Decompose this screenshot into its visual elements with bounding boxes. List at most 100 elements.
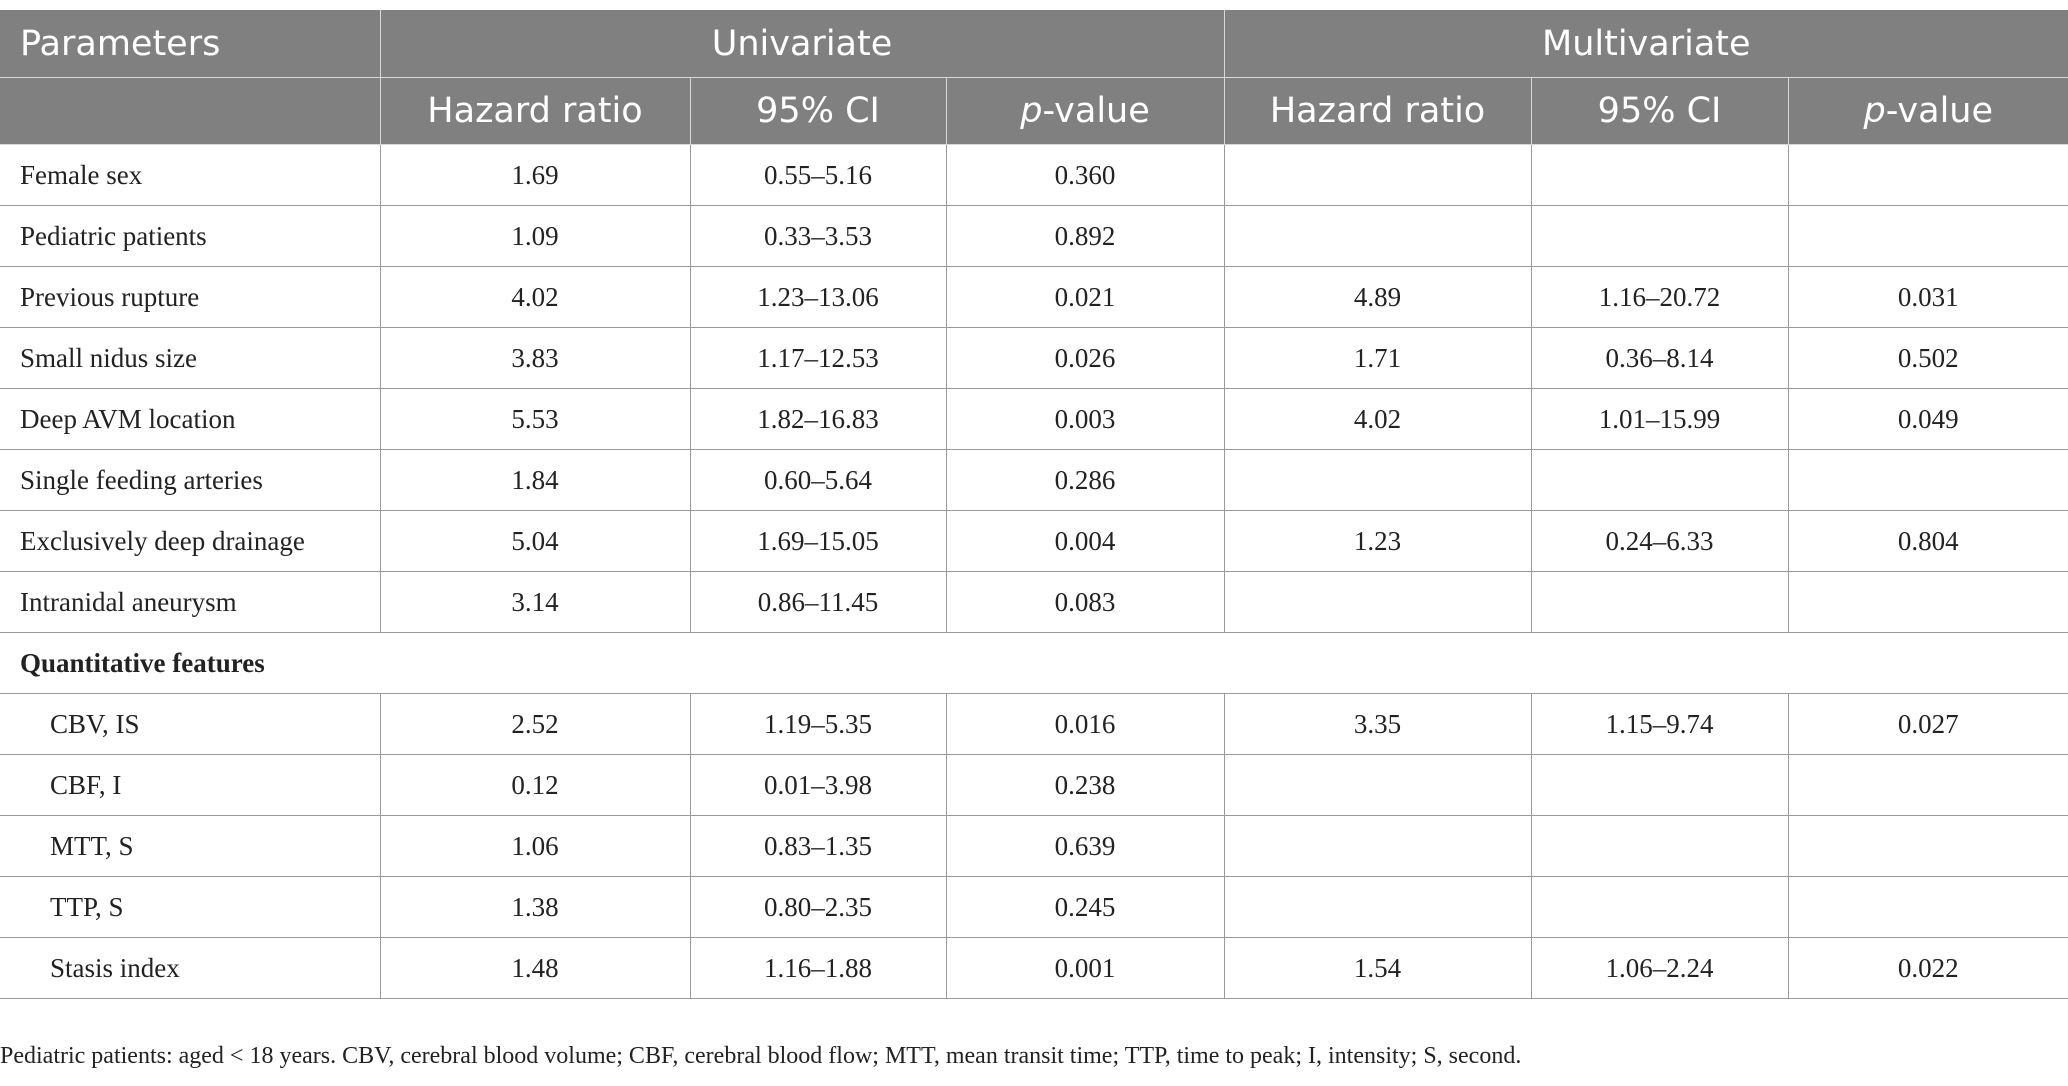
header-sub-row: Hazard ratio 95% CI p-value Hazard ratio… bbox=[0, 77, 2068, 145]
multivariate-p-value: 0.804 bbox=[1788, 510, 2068, 572]
table-row: CBV, IS 2.52 1.19–5.35 0.016 3.35 1.15–9… bbox=[0, 693, 2068, 755]
multivariate-hazard-ratio bbox=[1224, 144, 1532, 206]
multivariate-hazard-ratio: 4.89 bbox=[1224, 266, 1532, 328]
table-row: Female sex 1.69 0.55–5.16 0.360 bbox=[0, 144, 2068, 206]
multivariate-p-value: 0.031 bbox=[1788, 266, 2068, 328]
univariate-hazard-ratio: 2.52 bbox=[380, 693, 691, 755]
table-row: Pediatric patients 1.09 0.33–3.53 0.892 bbox=[0, 205, 2068, 267]
multivariate-hazard-ratio bbox=[1224, 815, 1532, 877]
multivariate-ci bbox=[1531, 205, 1789, 267]
multivariate-ci: 0.24–6.33 bbox=[1531, 510, 1789, 572]
row-label: Previous rupture bbox=[0, 266, 381, 328]
univariate-p-value: 0.639 bbox=[946, 815, 1225, 877]
univariate-ci: 0.01–3.98 bbox=[690, 754, 947, 816]
univariate-p-value: 0.238 bbox=[946, 754, 1225, 816]
row-label: TTP, S bbox=[0, 876, 381, 938]
multivariate-p-value bbox=[1788, 754, 2068, 816]
univariate-ci: 1.17–12.53 bbox=[690, 327, 947, 389]
multivariate-ci bbox=[1531, 449, 1789, 511]
univariate-p-value: 0.003 bbox=[946, 388, 1225, 450]
univariate-ci: 0.33–3.53 bbox=[690, 205, 947, 267]
univariate-hazard-ratio: 1.38 bbox=[380, 876, 691, 938]
multivariate-hazard-ratio: 1.23 bbox=[1224, 510, 1532, 572]
table-row: TTP, S 1.38 0.80–2.35 0.245 bbox=[0, 876, 2068, 938]
row-label: Exclusively deep drainage bbox=[0, 510, 381, 572]
row-label: Intranidal aneurysm bbox=[0, 571, 381, 633]
univariate-hazard-ratio: 4.02 bbox=[380, 266, 691, 328]
univariate-p-value: 0.004 bbox=[946, 510, 1225, 572]
multivariate-p-value bbox=[1788, 815, 2068, 877]
multivariate-ci: 1.16–20.72 bbox=[1531, 266, 1789, 328]
multivariate-p-value: 0.027 bbox=[1788, 693, 2068, 755]
row-label: CBV, IS bbox=[0, 693, 381, 755]
table-row: Previous rupture 4.02 1.23–13.06 0.021 4… bbox=[0, 266, 2068, 328]
univariate-ci: 0.55–5.16 bbox=[690, 144, 947, 206]
header-parameters: Parameters bbox=[0, 10, 381, 78]
multivariate-p-value: 0.049 bbox=[1788, 388, 2068, 450]
header-univariate-p-value: p-value bbox=[946, 77, 1225, 145]
p-suffix: -value bbox=[1042, 91, 1150, 131]
univariate-hazard-ratio: 1.84 bbox=[380, 449, 691, 511]
multivariate-hazard-ratio bbox=[1224, 754, 1532, 816]
univariate-ci: 1.69–15.05 bbox=[690, 510, 947, 572]
univariate-hazard-ratio: 1.48 bbox=[380, 937, 691, 999]
univariate-hazard-ratio: 1.09 bbox=[380, 205, 691, 267]
multivariate-ci bbox=[1531, 144, 1789, 206]
p-italic: p bbox=[1020, 91, 1043, 131]
row-label: CBF, I bbox=[0, 754, 381, 816]
multivariate-hazard-ratio bbox=[1224, 876, 1532, 938]
row-label: Female sex bbox=[0, 144, 381, 206]
multivariate-ci: 0.36–8.14 bbox=[1531, 327, 1789, 389]
multivariate-hazard-ratio: 1.71 bbox=[1224, 327, 1532, 389]
univariate-hazard-ratio: 5.04 bbox=[380, 510, 691, 572]
univariate-p-value: 0.001 bbox=[946, 937, 1225, 999]
header-parameters-spacer bbox=[0, 77, 381, 145]
univariate-ci: 1.82–16.83 bbox=[690, 388, 947, 450]
table-row: Exclusively deep drainage 5.04 1.69–15.0… bbox=[0, 510, 2068, 572]
multivariate-hazard-ratio: 4.02 bbox=[1224, 388, 1532, 450]
univariate-p-value: 0.245 bbox=[946, 876, 1225, 938]
multivariate-hazard-ratio: 1.54 bbox=[1224, 937, 1532, 999]
univariate-ci: 1.23–13.06 bbox=[690, 266, 947, 328]
header-univariate-ci: 95% CI bbox=[690, 77, 947, 145]
table-row: Intranidal aneurysm 3.14 0.86–11.45 0.08… bbox=[0, 571, 2068, 633]
header-multivariate-hazard-ratio: Hazard ratio bbox=[1224, 77, 1532, 145]
header-univariate: Univariate bbox=[380, 10, 1225, 78]
table-row: Stasis index 1.48 1.16–1.88 0.001 1.54 1… bbox=[0, 937, 2068, 999]
p-italic: p bbox=[1863, 91, 1886, 131]
row-label: Deep AVM location bbox=[0, 388, 381, 450]
univariate-p-value: 0.083 bbox=[946, 571, 1225, 633]
multivariate-p-value: 0.502 bbox=[1788, 327, 2068, 389]
univariate-hazard-ratio: 3.14 bbox=[380, 571, 691, 633]
multivariate-hazard-ratio bbox=[1224, 205, 1532, 267]
row-label: Small nidus size bbox=[0, 327, 381, 389]
univariate-hazard-ratio: 5.53 bbox=[380, 388, 691, 450]
table-row: Single feeding arteries 1.84 0.60–5.64 0… bbox=[0, 449, 2068, 511]
multivariate-ci bbox=[1531, 876, 1789, 938]
univariate-p-value: 0.021 bbox=[946, 266, 1225, 328]
multivariate-p-value bbox=[1788, 144, 2068, 206]
table-row: CBF, I 0.12 0.01–3.98 0.238 bbox=[0, 754, 2068, 816]
multivariate-p-value: 0.022 bbox=[1788, 937, 2068, 999]
multivariate-p-value bbox=[1788, 449, 2068, 511]
header-univariate-hazard-ratio: Hazard ratio bbox=[380, 77, 691, 145]
univariate-ci: 0.80–2.35 bbox=[690, 876, 947, 938]
multivariate-hazard-ratio bbox=[1224, 449, 1532, 511]
univariate-hazard-ratio: 3.83 bbox=[380, 327, 691, 389]
univariate-p-value: 0.026 bbox=[946, 327, 1225, 389]
header-multivariate: Multivariate bbox=[1224, 10, 2068, 78]
row-label: Single feeding arteries bbox=[0, 449, 381, 511]
section-label-quantitative: Quantitative features bbox=[0, 632, 2068, 694]
table-row: MTT, S 1.06 0.83–1.35 0.639 bbox=[0, 815, 2068, 877]
univariate-p-value: 0.892 bbox=[946, 205, 1225, 267]
univariate-ci: 1.16–1.88 bbox=[690, 937, 947, 999]
multivariate-ci: 1.15–9.74 bbox=[1531, 693, 1789, 755]
multivariate-p-value bbox=[1788, 205, 2068, 267]
multivariate-ci: 1.01–15.99 bbox=[1531, 388, 1789, 450]
header-multivariate-ci: 95% CI bbox=[1531, 77, 1789, 145]
multivariate-ci bbox=[1531, 571, 1789, 633]
header-multivariate-p-value: p-value bbox=[1788, 77, 2068, 145]
row-label: Pediatric patients bbox=[0, 205, 381, 267]
univariate-hazard-ratio: 1.69 bbox=[380, 144, 691, 206]
univariate-p-value: 0.360 bbox=[946, 144, 1225, 206]
